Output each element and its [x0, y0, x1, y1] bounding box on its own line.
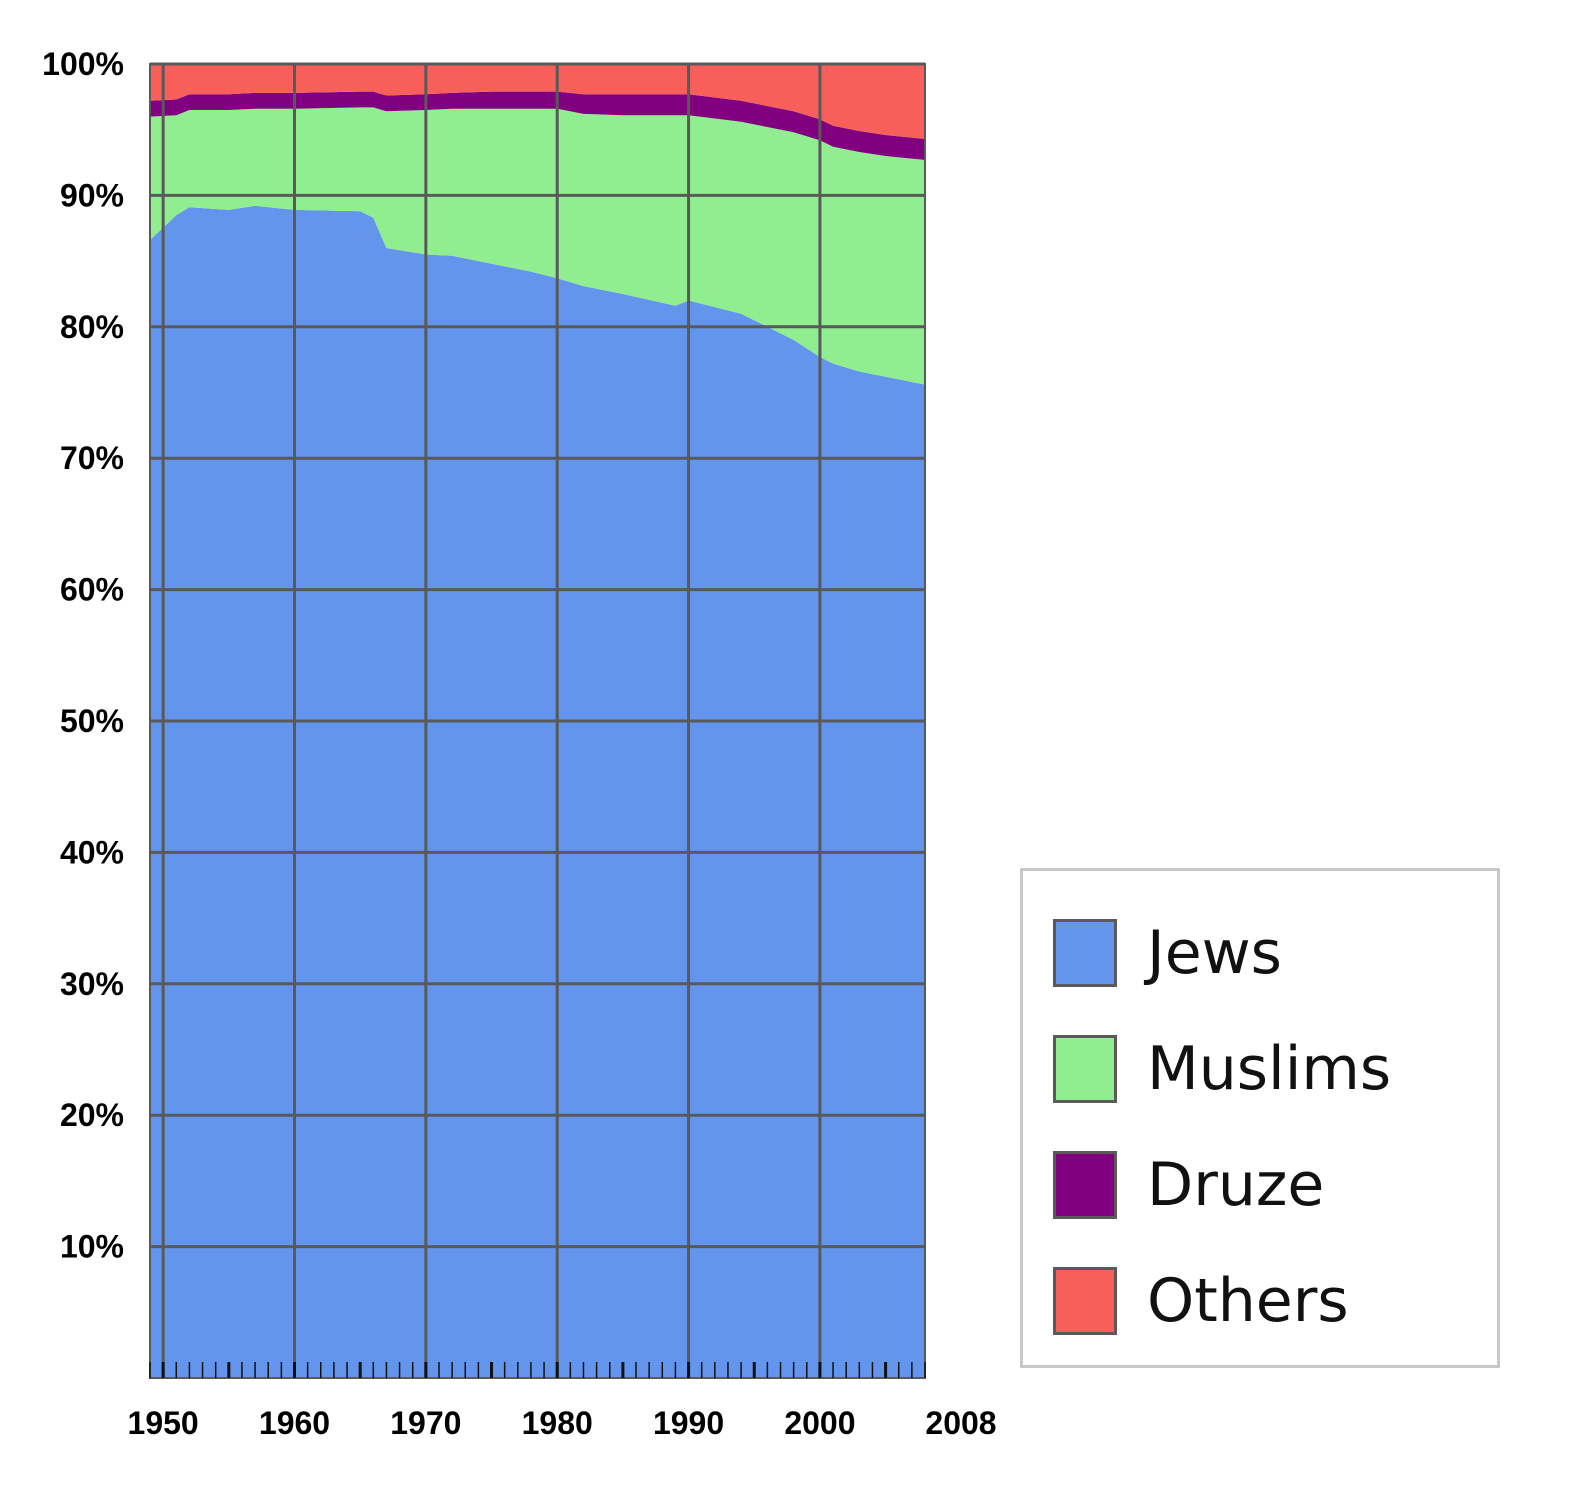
- legend-label-others: Others: [1147, 1266, 1349, 1336]
- legend: Jews Muslims Druze Others: [1020, 868, 1500, 1368]
- legend-item-jews: Jews: [1053, 917, 1282, 989]
- y-tick-label-20: 20%: [60, 1097, 124, 1133]
- legend-swatch-others: [1053, 1267, 1117, 1335]
- area-jews: [150, 205, 925, 1378]
- x-tick-label-1980: 1980: [522, 1405, 593, 1441]
- y-tick-label-70: 70%: [60, 440, 124, 476]
- area-druze: [150, 91, 925, 160]
- y-tick-label-10: 10%: [60, 1229, 124, 1265]
- area-series-group: [150, 64, 925, 1378]
- x-tick-label-1950: 1950: [128, 1405, 199, 1441]
- y-tick-label-90: 90%: [60, 177, 124, 213]
- x-axis-tick-labels: 1950 1960 1970 1980 1990 2000 2008: [128, 1405, 997, 1441]
- y-tick-label-100: 100%: [42, 46, 124, 82]
- legend-item-muslims: Muslims: [1053, 1033, 1391, 1105]
- legend-swatch-druze: [1053, 1151, 1117, 1219]
- legend-swatch-muslims: [1053, 1035, 1117, 1103]
- legend-item-others: Others: [1053, 1265, 1349, 1337]
- x-tick-label-1960: 1960: [259, 1405, 330, 1441]
- legend-label-jews: Jews: [1147, 918, 1282, 988]
- y-tick-label-30: 30%: [60, 966, 124, 1002]
- area-muslims: [150, 107, 925, 385]
- legend-label-muslims: Muslims: [1147, 1034, 1392, 1104]
- x-tick-label-2000: 2000: [784, 1405, 855, 1441]
- y-tick-label-60: 60%: [60, 572, 124, 608]
- plot-frame: [149, 63, 926, 1379]
- area-others: [150, 64, 925, 139]
- grid-lines: [149, 62, 926, 1379]
- y-axis-tick-labels: 10% 20% 30% 40% 50% 60% 70% 80% 90% 100%: [42, 46, 124, 1265]
- x-minor-ticks: [149, 1362, 926, 1378]
- legend-label-druze: Druze: [1147, 1150, 1325, 1220]
- y-tick-label-40: 40%: [60, 834, 124, 870]
- x-tick-label-1990: 1990: [653, 1405, 724, 1441]
- x-tick-label-2008: 2008: [925, 1405, 996, 1441]
- legend-item-druze: Druze: [1053, 1149, 1324, 1221]
- y-tick-label-50: 50%: [60, 703, 124, 739]
- y-tick-label-80: 80%: [60, 309, 124, 345]
- x-tick-label-1970: 1970: [390, 1405, 461, 1441]
- legend-swatch-jews: [1053, 919, 1117, 987]
